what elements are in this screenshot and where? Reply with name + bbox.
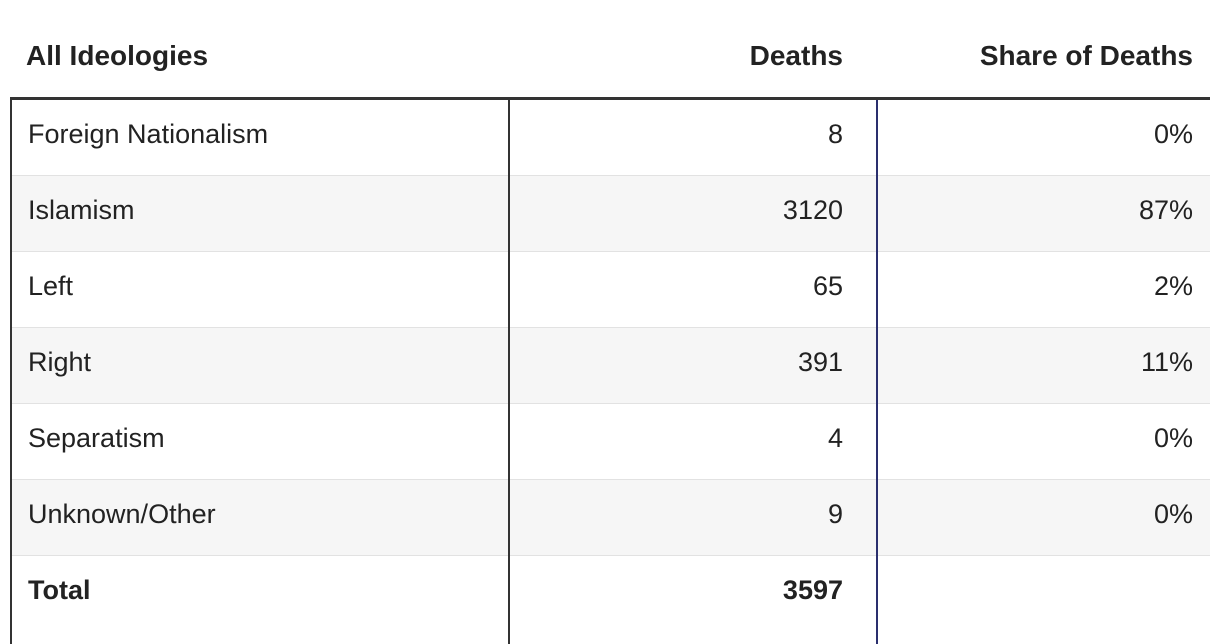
deaths-cell: 391 [797,347,843,377]
ideology-cell: Foreign Nationalism [28,119,269,149]
share-cell: 0% [1153,423,1193,453]
deaths-cell: 4 [827,423,843,453]
table-row: Islamism 3120 87% [10,176,1210,252]
share-cell: 87% [1138,195,1193,225]
share-cell: 2% [1153,271,1193,301]
table-left-border [10,100,12,644]
column-divider-ideology-deaths [508,100,510,644]
ideology-cell: Separatism [28,423,165,453]
table-row: Unknown/Other 9 0% [10,480,1210,556]
deaths-cell: 3120 [782,195,843,225]
table-row: Left 65 2% [10,252,1210,328]
total-label: Total [28,575,91,605]
ideology-cell: Islamism [28,195,135,225]
data-table: All Ideologies Deaths Share of Deaths Fo… [10,0,1210,636]
ideology-cell: Left [28,271,74,301]
table-row: Foreign Nationalism 8 0% [10,100,1210,176]
share-cell: 0% [1153,119,1193,149]
ideology-cell: Unknown/Other [28,499,216,529]
column-divider-deaths-share [876,100,878,644]
ideology-cell: Right [28,347,92,377]
share-cell: 11% [1140,347,1193,377]
deaths-cell: 8 [827,119,843,149]
table-body: Foreign Nationalism 8 0% Islamism 3120 8… [10,100,1210,636]
column-header-share[interactable]: Share of Deaths [979,40,1193,71]
column-header-ideology[interactable]: All Ideologies [26,40,209,71]
deaths-cell: 9 [827,499,843,529]
deaths-cell: 65 [812,271,843,301]
total-deaths: 3597 [782,575,843,605]
table-row: Separatism 4 0% [10,404,1210,480]
table-row: Right 391 11% [10,328,1210,404]
table-header: All Ideologies Deaths Share of Deaths [10,0,1210,100]
share-cell: 0% [1153,499,1193,529]
column-header-deaths[interactable]: Deaths [749,40,843,71]
total-row: Total 3597 [10,556,1210,636]
